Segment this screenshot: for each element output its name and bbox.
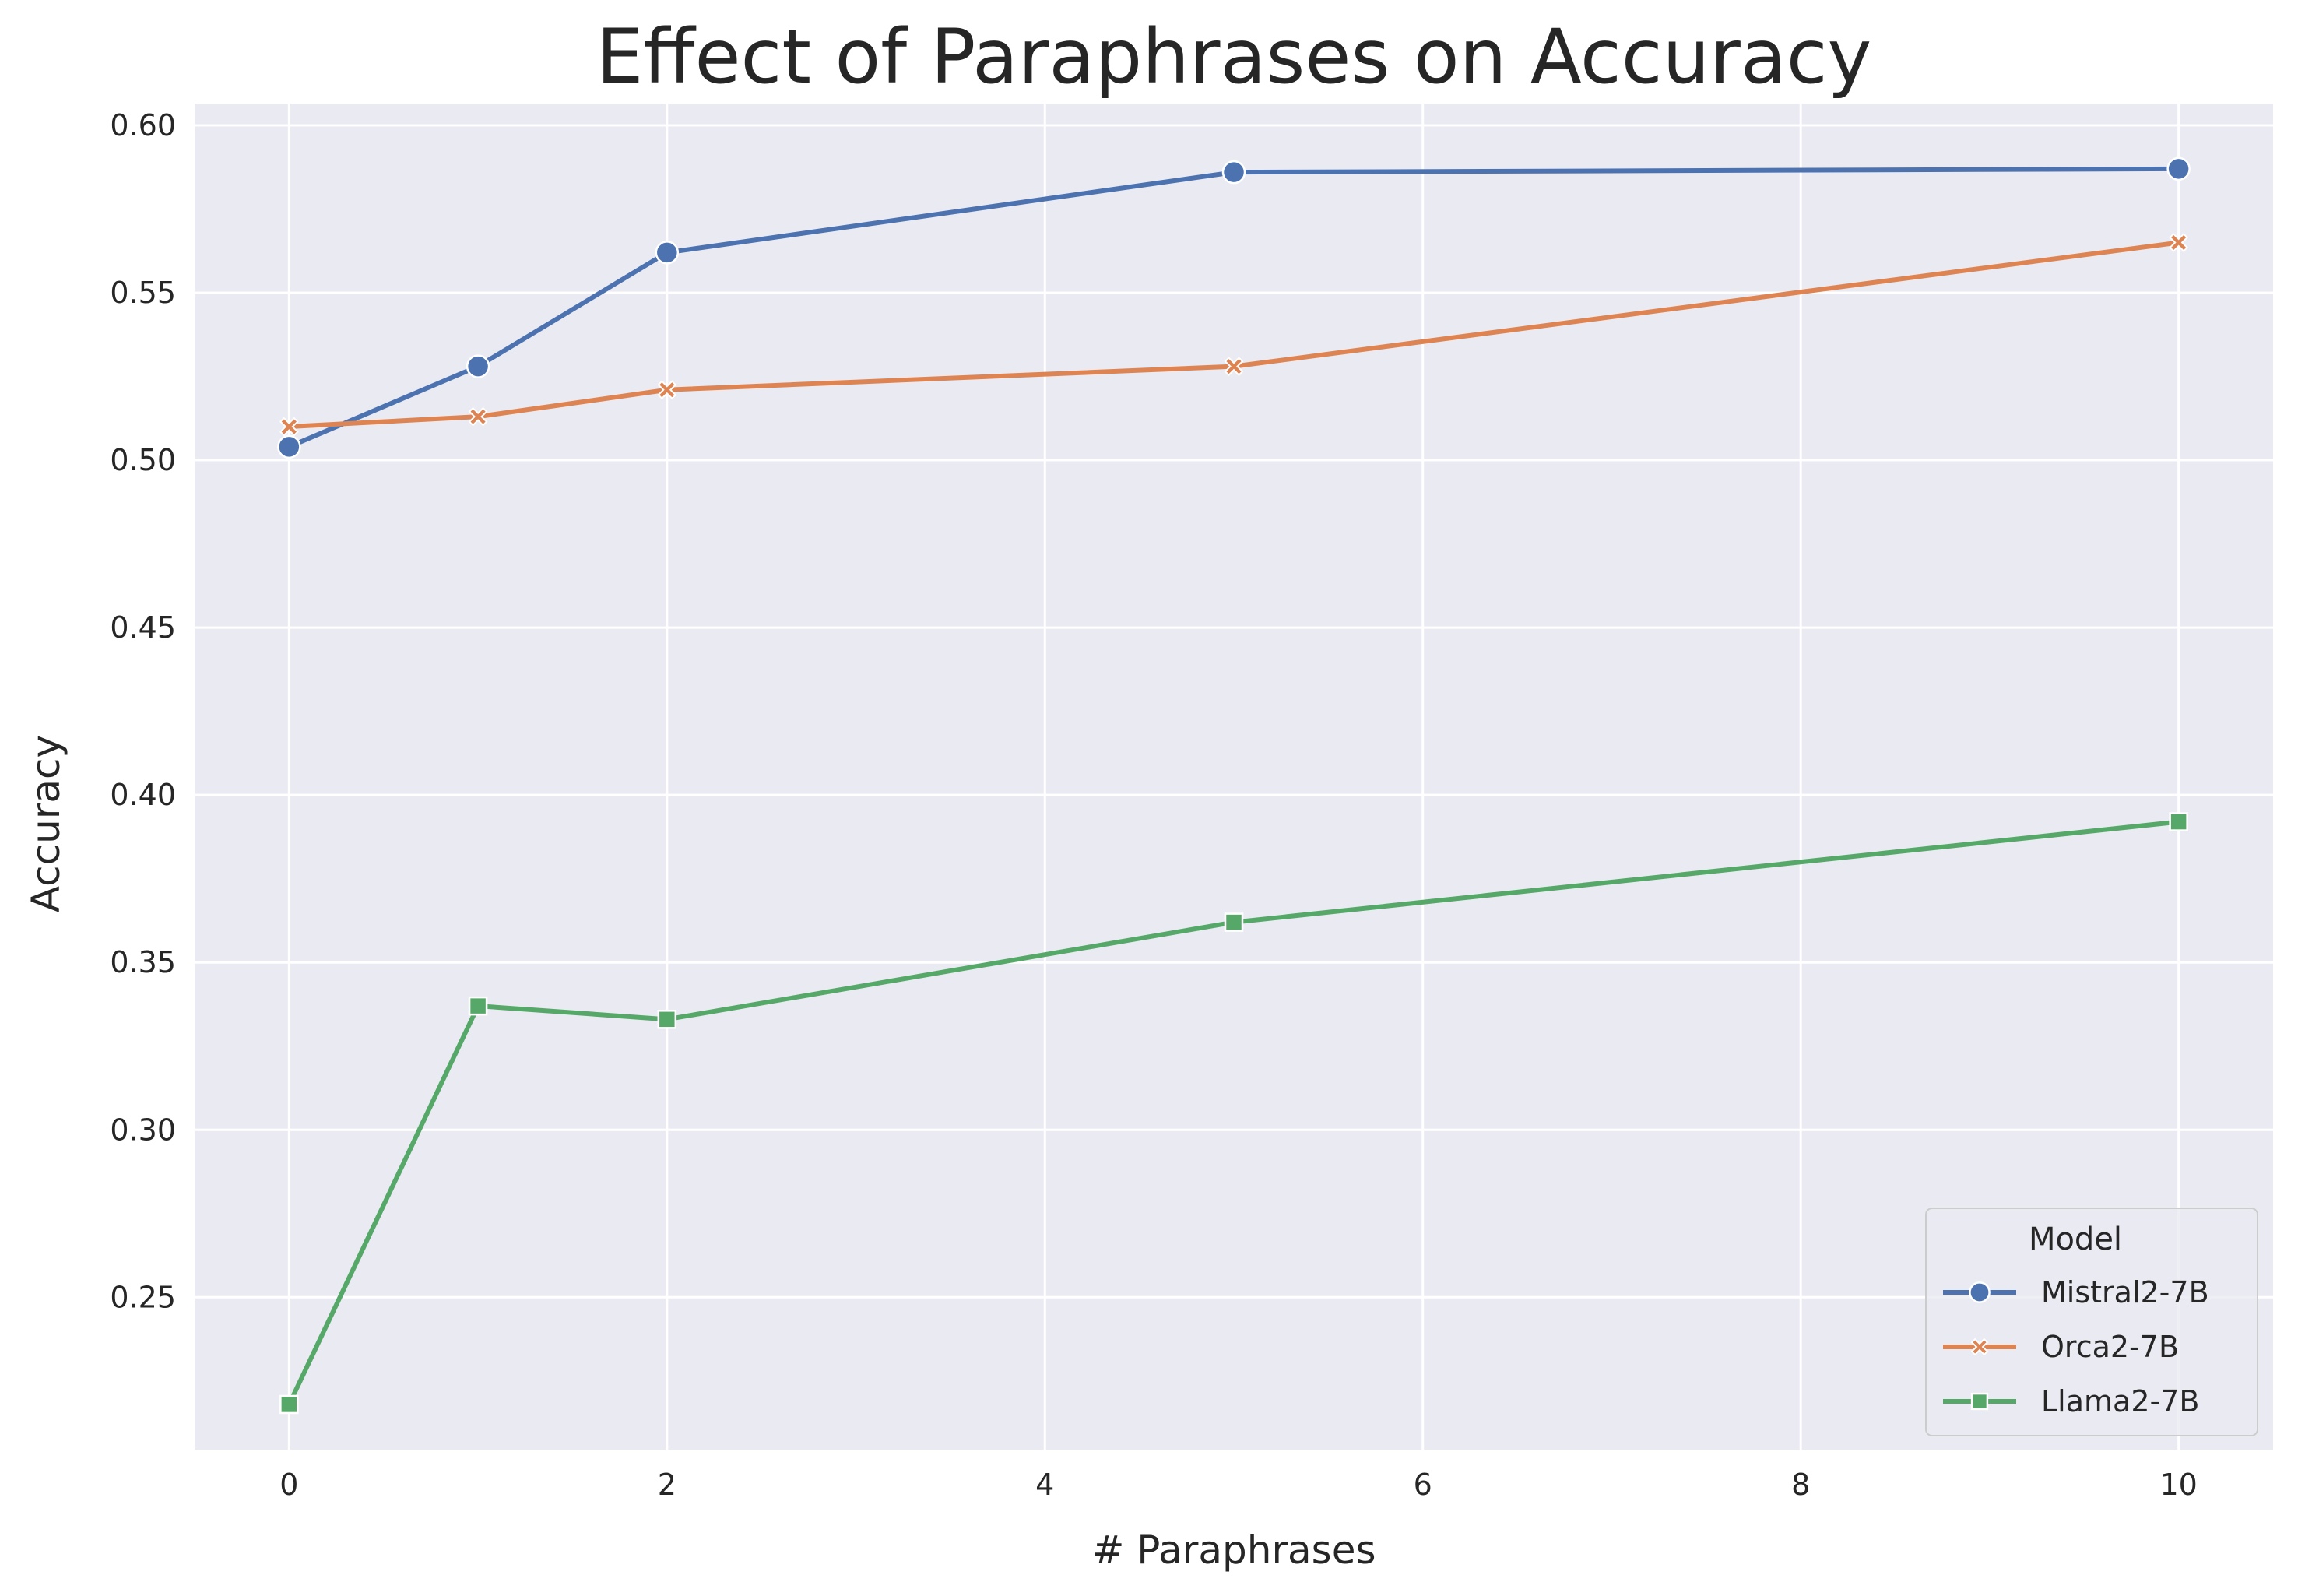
data-point <box>1221 160 1246 185</box>
y-tick-label: 0.60 <box>110 108 176 142</box>
data-point <box>2166 156 2191 181</box>
x-tick-label: 4 <box>1035 1468 1054 1502</box>
legend-title: Model <box>2029 1222 2122 1257</box>
legend-item-llama2-7b: Llama2-7B <box>1943 1384 2199 1418</box>
series-mistral2-7b <box>277 156 2191 459</box>
data-point <box>2169 812 2188 831</box>
y-tick-label: 0.30 <box>110 1113 176 1147</box>
y-tick-label: 0.55 <box>110 276 176 310</box>
legend-label: Mistral2-7B <box>2041 1275 2209 1309</box>
x-tick-label: 0 <box>279 1468 298 1502</box>
data-point <box>468 996 488 1016</box>
legend-item-mistral2-7b: Mistral2-7B <box>1943 1275 2209 1309</box>
data-point <box>657 1010 677 1029</box>
legend-item-orca2-7b: Orca2-7B <box>1943 1330 2179 1364</box>
legend-label: Llama2-7B <box>2041 1384 2199 1418</box>
series-layer <box>277 156 2191 1415</box>
data-point <box>279 417 299 437</box>
legend: Model Mistral2-7B Orca2-7B Llama2-7B <box>1925 1208 2258 1436</box>
data-point <box>468 406 488 427</box>
y-axis-label: Accuracy <box>23 735 69 912</box>
y-tick-label: 0.50 <box>110 443 176 477</box>
data-point <box>1224 357 1244 377</box>
legend-marker <box>1970 1392 1989 1411</box>
tick-labels: 0 2 4 6 8 10 0.25 0.30 0.35 0.40 0.45 0.50 0.55 0.60 <box>110 108 2197 1502</box>
data-point <box>1224 912 1244 932</box>
legend-marker <box>1969 1281 1991 1303</box>
y-tick-label: 0.45 <box>110 610 176 645</box>
x-axis-label: # Paraphrases <box>1091 1527 1376 1573</box>
data-point <box>466 354 490 378</box>
data-point <box>279 1394 299 1415</box>
data-point <box>655 241 680 265</box>
chart-title: Effect of Paraphrases on Accuracy <box>596 13 1872 100</box>
data-point <box>2169 233 2189 252</box>
x-tick-label: 6 <box>1414 1468 1432 1502</box>
legend-box <box>1925 1208 2258 1436</box>
x-tick-label: 2 <box>658 1468 676 1502</box>
data-point <box>657 380 677 400</box>
y-tick-label: 0.25 <box>110 1280 176 1314</box>
series-orca2-7b <box>279 233 2189 437</box>
legend-marker <box>1970 1338 1989 1356</box>
data-point <box>277 434 301 459</box>
y-tick-label: 0.40 <box>110 778 176 812</box>
y-tick-label: 0.35 <box>110 945 176 979</box>
x-tick-label: 8 <box>1791 1468 1810 1502</box>
series-llama2-7b <box>279 812 2188 1415</box>
legend-label: Orca2-7B <box>2041 1330 2179 1364</box>
x-tick-label: 10 <box>2159 1468 2197 1502</box>
